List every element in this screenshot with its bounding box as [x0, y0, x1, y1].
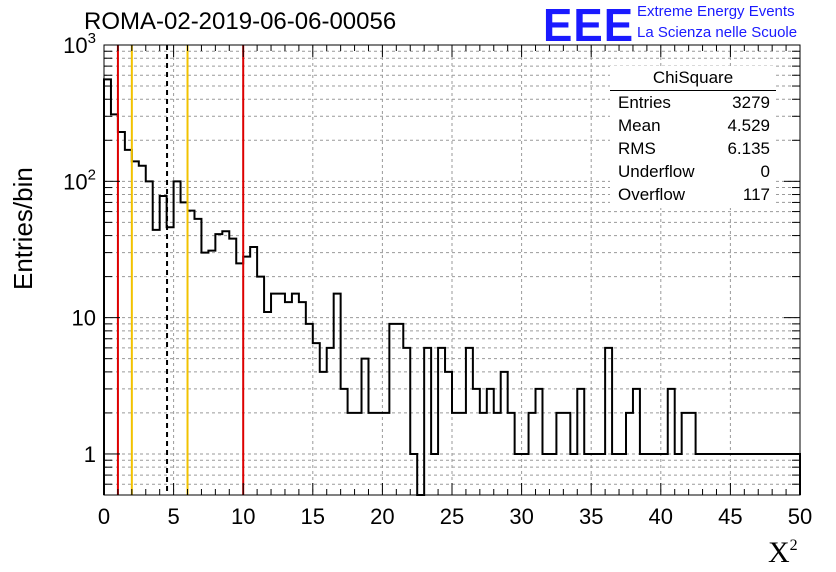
y-axis-label: Entries/bin [8, 167, 38, 290]
x-tick-label: 10 [231, 504, 255, 529]
x-tick-label: 25 [440, 504, 464, 529]
y-tick-label-exponent: 3 [88, 30, 96, 47]
x-axis-label-exponent: 2 [789, 537, 798, 554]
x-tick-label: 0 [98, 504, 110, 529]
stats-value: 6.135 [727, 139, 770, 158]
stats-row-rms: RMS 6.135 [618, 139, 770, 159]
y-tick-label-base: 10 [63, 33, 87, 58]
stats-value: 117 [742, 185, 770, 204]
y-tick-label: 102 [63, 166, 96, 194]
y-tick-label-exponent: 2 [88, 166, 96, 183]
stats-key: Overflow [618, 185, 686, 204]
stats-row-overflow: Overflow 117 [618, 185, 770, 205]
stats-row-underflow: Underflow 0 [618, 162, 770, 182]
stats-value: 3279 [732, 93, 770, 112]
x-tick-label: 30 [509, 504, 533, 529]
x-tick-label: 40 [649, 504, 673, 529]
x-axis-label-base: X [768, 536, 790, 569]
histogram-line [103, 78, 801, 496]
y-tick-label: 1 [84, 442, 96, 467]
logo-text-line2: La Scienza nelle Scuole [637, 24, 798, 41]
stats-key: Entries [618, 93, 671, 112]
stats-row-mean: Mean 4.529 [618, 116, 770, 136]
logo-text-line1: Extreme Energy Events [637, 3, 795, 20]
stats-value: 0 [760, 162, 770, 181]
x-tick-label: 20 [370, 504, 394, 529]
stats-box: ChiSquare Entries 3279 Mean 4.529 RMS 6.135… [610, 66, 776, 208]
y-tick-label: 10 [72, 306, 96, 331]
stats-value: 4.529 [727, 116, 770, 135]
x-tick-label: 35 [579, 504, 603, 529]
stats-divider [610, 90, 776, 91]
stats-key: RMS [618, 139, 656, 158]
y-tick-label: 103 [63, 30, 96, 58]
stats-title: ChiSquare [652, 68, 734, 87]
x-axis-label: X2 [768, 536, 798, 570]
stats-key: Underflow [618, 162, 695, 181]
eee-logo: EEE [543, 0, 635, 52]
stats-key: Mean [618, 116, 661, 135]
x-tick-label: 50 [788, 504, 812, 529]
x-tick-label: 15 [301, 504, 325, 529]
x-tick-label: 5 [167, 504, 179, 529]
run-title: ROMA-02-2019-06-06-00056 [84, 8, 397, 35]
stats-row-entries: Entries 3279 [618, 93, 770, 113]
y-tick-label-base: 10 [63, 169, 87, 194]
x-tick-label: 45 [718, 504, 742, 529]
